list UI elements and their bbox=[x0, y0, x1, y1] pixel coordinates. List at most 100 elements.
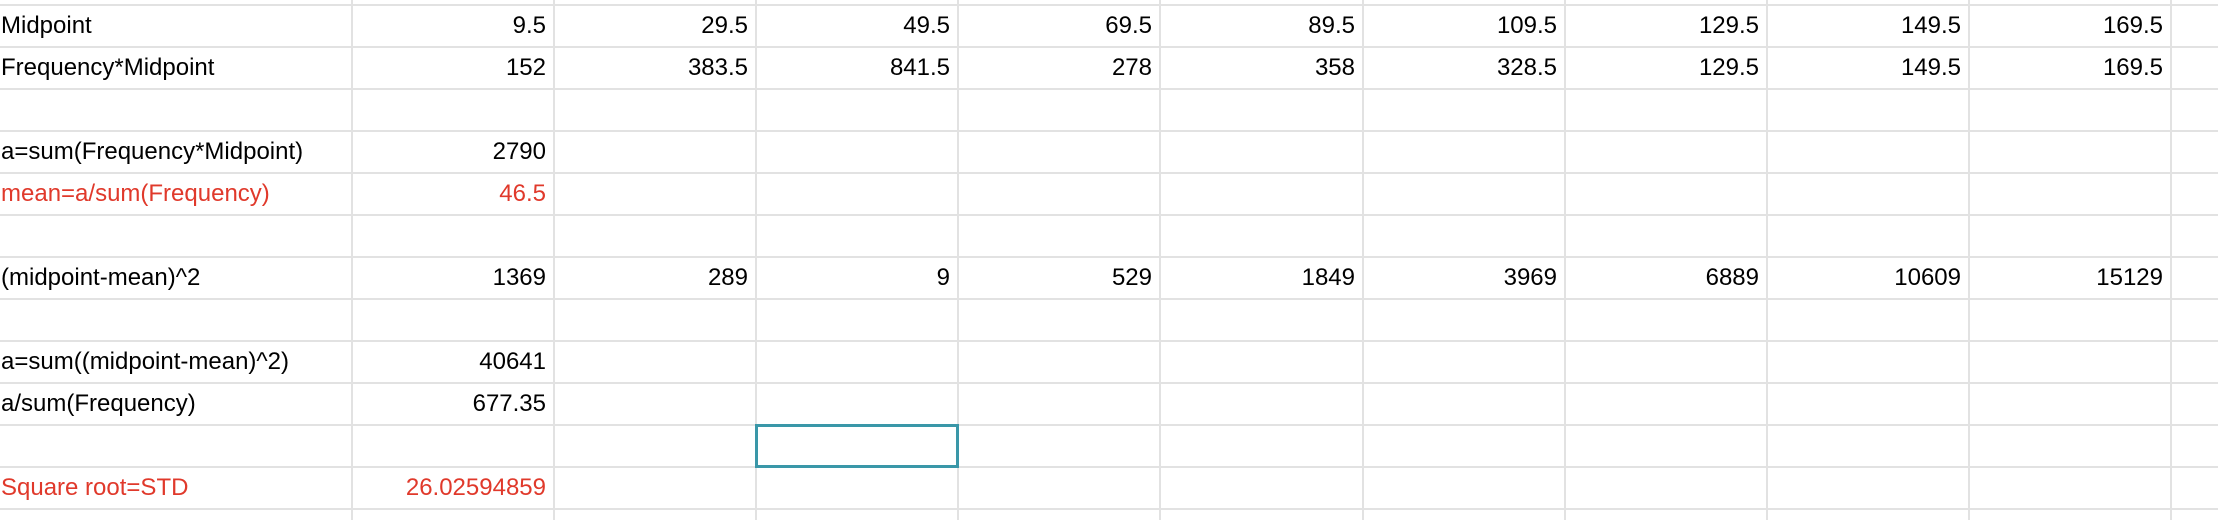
value-cell[interactable] bbox=[553, 467, 755, 509]
value-cell[interactable] bbox=[1362, 215, 1564, 257]
value-cell[interactable] bbox=[1766, 467, 1968, 509]
value-cell[interactable]: 169.5 bbox=[2102, 54, 2163, 81]
value-cell[interactable] bbox=[553, 89, 755, 131]
value-cell[interactable] bbox=[1968, 383, 2170, 425]
value-cell[interactable] bbox=[351, 299, 553, 341]
value-cell[interactable] bbox=[553, 341, 755, 383]
value-cell[interactable] bbox=[1564, 383, 1766, 425]
value-cell[interactable] bbox=[755, 89, 957, 131]
value-cell[interactable] bbox=[1766, 383, 1968, 425]
value-cell[interactable] bbox=[1766, 215, 1968, 257]
value-cell[interactable] bbox=[1968, 467, 2170, 509]
value-cell[interactable] bbox=[957, 89, 1159, 131]
row-label-cell[interactable] bbox=[0, 425, 351, 467]
value-cell[interactable] bbox=[1766, 173, 1968, 215]
value-cell[interactable] bbox=[1159, 173, 1362, 215]
value-cell[interactable] bbox=[553, 131, 755, 173]
value-cell[interactable] bbox=[1159, 341, 1362, 383]
value-cell[interactable] bbox=[1968, 425, 2170, 467]
value-cell[interactable] bbox=[1159, 89, 1362, 131]
value-cell[interactable]: 109.5 bbox=[1496, 12, 1557, 39]
value-cell[interactable]: 9.5 bbox=[512, 12, 546, 39]
value-cell[interactable] bbox=[1564, 215, 1766, 257]
value-cell[interactable] bbox=[351, 215, 553, 257]
value-cell[interactable] bbox=[1159, 215, 1362, 257]
row-label-cell[interactable]: Frequency*Midpoint bbox=[1, 54, 215, 81]
value-cell[interactable]: 2790 bbox=[492, 138, 546, 165]
value-cell[interactable]: 46.5 bbox=[499, 180, 546, 207]
value-cell[interactable]: 40641 bbox=[479, 348, 546, 375]
value-cell[interactable]: 677.35 bbox=[472, 390, 546, 417]
value-cell[interactable] bbox=[1968, 299, 2170, 341]
row-label-cell[interactable]: Square root=STD bbox=[1, 474, 189, 501]
value-cell[interactable]: 149.5 bbox=[1900, 54, 1961, 81]
value-cell[interactable] bbox=[957, 341, 1159, 383]
value-cell[interactable]: 15129 bbox=[2096, 264, 2163, 291]
value-cell[interactable] bbox=[957, 467, 1159, 509]
value-cell[interactable]: 358 bbox=[1314, 54, 1355, 81]
row-label-cell[interactable] bbox=[0, 89, 351, 131]
value-cell[interactable]: 10609 bbox=[1894, 264, 1961, 291]
value-cell[interactable] bbox=[755, 215, 957, 257]
value-cell[interactable] bbox=[1564, 173, 1766, 215]
value-cell[interactable] bbox=[957, 131, 1159, 173]
value-cell[interactable]: 49.5 bbox=[903, 12, 950, 39]
row-label-cell[interactable]: a=sum(Frequency*Midpoint) bbox=[1, 138, 304, 165]
value-cell[interactable] bbox=[1362, 299, 1564, 341]
value-cell[interactable] bbox=[957, 173, 1159, 215]
value-cell[interactable] bbox=[755, 341, 957, 383]
row-label-cell[interactable]: Midpoint bbox=[1, 12, 92, 39]
value-cell[interactable] bbox=[1968, 173, 2170, 215]
row-label-cell[interactable] bbox=[0, 299, 351, 341]
value-cell[interactable] bbox=[1159, 467, 1362, 509]
value-cell[interactable]: 289 bbox=[707, 264, 748, 291]
value-cell[interactable] bbox=[351, 89, 553, 131]
value-cell[interactable]: 129.5 bbox=[1698, 54, 1759, 81]
value-cell[interactable] bbox=[351, 425, 553, 467]
value-cell[interactable] bbox=[1766, 425, 1968, 467]
value-cell[interactable] bbox=[1159, 383, 1362, 425]
value-cell[interactable] bbox=[755, 383, 957, 425]
value-cell[interactable] bbox=[1766, 131, 1968, 173]
value-cell[interactable]: 278 bbox=[1111, 54, 1152, 81]
value-cell[interactable] bbox=[1766, 299, 1968, 341]
row-label-cell[interactable]: a/sum(Frequency) bbox=[1, 390, 196, 417]
value-cell[interactable]: 89.5 bbox=[1308, 12, 1355, 39]
value-cell[interactable] bbox=[957, 425, 1159, 467]
value-cell[interactable] bbox=[1564, 131, 1766, 173]
value-cell[interactable] bbox=[1564, 341, 1766, 383]
value-cell[interactable] bbox=[957, 383, 1159, 425]
value-cell[interactable] bbox=[1968, 89, 2170, 131]
value-cell[interactable] bbox=[1766, 89, 1968, 131]
value-cell[interactable] bbox=[1362, 173, 1564, 215]
value-cell[interactable] bbox=[755, 467, 957, 509]
value-cell[interactable] bbox=[553, 299, 755, 341]
value-cell[interactable] bbox=[1564, 299, 1766, 341]
value-cell[interactable] bbox=[1564, 425, 1766, 467]
value-cell[interactable] bbox=[553, 383, 755, 425]
value-cell[interactable]: 129.5 bbox=[1698, 12, 1759, 39]
row-label-cell[interactable]: a=sum((midpoint-mean)^2) bbox=[1, 348, 290, 375]
value-cell[interactable]: 152 bbox=[505, 54, 546, 81]
value-cell[interactable]: 69.5 bbox=[1105, 12, 1152, 39]
value-cell[interactable]: 9 bbox=[936, 264, 950, 291]
value-cell[interactable]: 3969 bbox=[1503, 264, 1557, 291]
selected-cell-outline[interactable] bbox=[755, 424, 959, 468]
value-cell[interactable]: 26.02594859 bbox=[405, 474, 546, 501]
value-cell[interactable]: 149.5 bbox=[1900, 12, 1961, 39]
value-cell[interactable] bbox=[1766, 341, 1968, 383]
value-cell[interactable] bbox=[1968, 341, 2170, 383]
value-cell[interactable] bbox=[1159, 299, 1362, 341]
value-cell[interactable] bbox=[553, 425, 755, 467]
value-cell[interactable] bbox=[1362, 467, 1564, 509]
value-cell[interactable]: 1849 bbox=[1301, 264, 1355, 291]
value-cell[interactable] bbox=[755, 173, 957, 215]
value-cell[interactable] bbox=[1362, 89, 1564, 131]
value-cell[interactable]: 529 bbox=[1111, 264, 1152, 291]
value-cell[interactable] bbox=[553, 173, 755, 215]
value-cell[interactable] bbox=[1159, 425, 1362, 467]
value-cell[interactable] bbox=[1159, 131, 1362, 173]
value-cell[interactable] bbox=[1362, 341, 1564, 383]
value-cell[interactable] bbox=[553, 215, 755, 257]
row-label-cell[interactable]: mean=a/sum(Frequency) bbox=[1, 180, 270, 207]
